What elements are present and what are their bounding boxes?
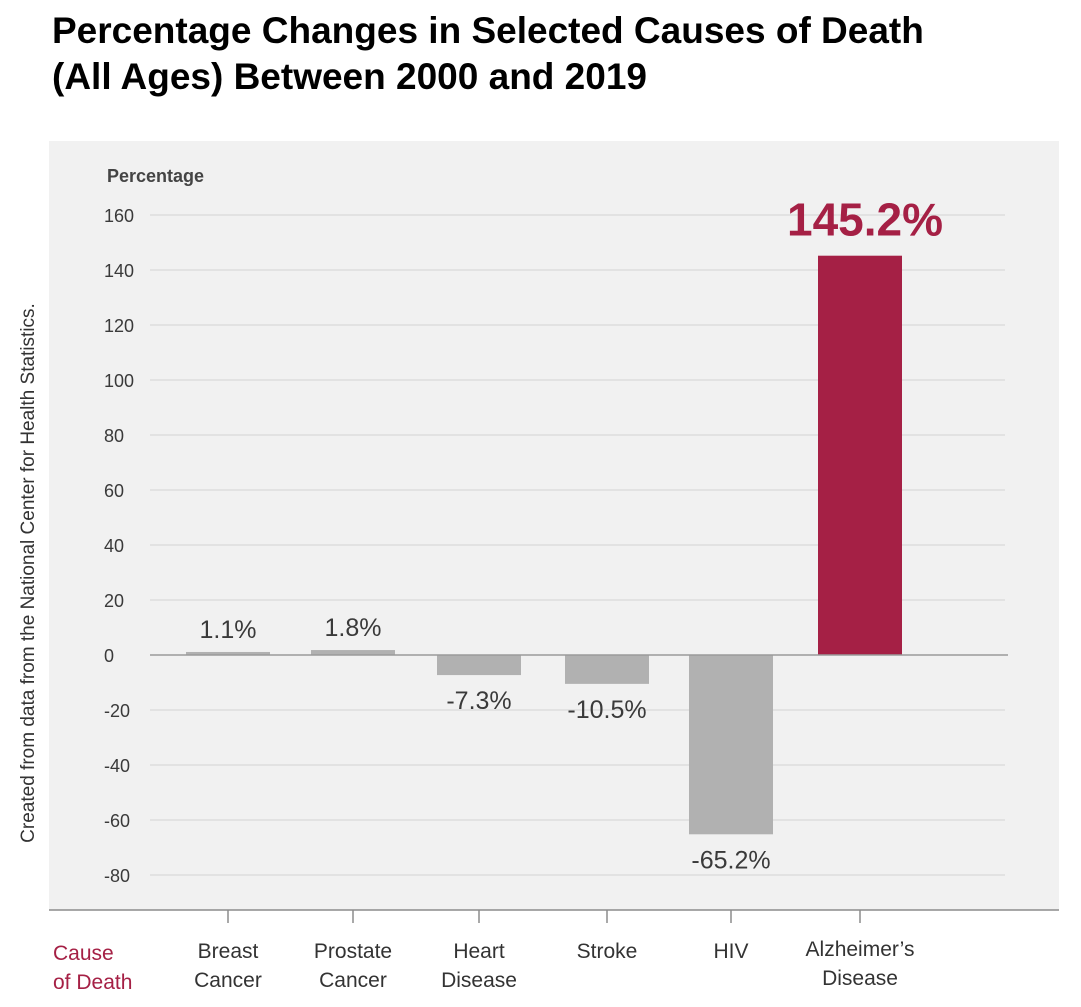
x-tick-label: Cancer	[319, 969, 387, 992]
y-axis-label: Percentage	[107, 166, 204, 186]
y-tick-label: -40	[104, 756, 130, 776]
x-tick-label: Disease	[822, 967, 898, 990]
bar	[186, 651, 270, 655]
data-label: -65.2%	[691, 846, 770, 874]
data-label: -10.5%	[567, 696, 646, 724]
bar	[818, 255, 902, 655]
source-note: Created from data from the National Cent…	[18, 303, 39, 843]
y-tick-label: 100	[104, 371, 134, 391]
x-tick-label: Breast	[198, 940, 259, 963]
data-label: 145.2%	[787, 194, 943, 246]
x-tick-label: Heart	[453, 940, 505, 963]
y-tick-label: 20	[104, 591, 124, 611]
bar	[311, 650, 395, 655]
x-tick-label: Stroke	[577, 940, 638, 963]
chart-title: Percentage Changes in Selected Causes of…	[52, 8, 1052, 100]
data-label: 1.1%	[200, 616, 257, 644]
bar	[689, 655, 773, 835]
x-axis-label-line-2: of Death	[53, 971, 132, 994]
y-tick-label: 0	[104, 646, 114, 666]
chart-title-line-1: Percentage Changes in Selected Causes of…	[52, 10, 924, 51]
y-tick-label: 80	[104, 426, 124, 446]
plot-background	[49, 141, 1059, 910]
x-tick-label: Prostate	[314, 940, 392, 963]
y-tick-label: 40	[104, 536, 124, 556]
chart-title-line-2: (All Ages) Between 2000 and 2019	[52, 56, 647, 97]
y-tick-label: 160	[104, 206, 134, 226]
x-tick-label: Alzheimer’s	[806, 938, 915, 961]
x-tick-label: Disease	[441, 969, 517, 992]
bar	[437, 655, 521, 676]
data-label: 1.8%	[325, 614, 382, 642]
y-tick-label: -80	[104, 866, 130, 886]
bar	[565, 655, 649, 684]
y-tick-label: -60	[104, 811, 130, 831]
data-label: -7.3%	[446, 687, 511, 715]
y-tick-label: -20	[104, 701, 130, 721]
y-tick-label: 120	[104, 316, 134, 336]
x-axis-label-line-1: Cause	[53, 942, 114, 965]
x-tick-label: HIV	[713, 940, 748, 963]
y-tick-label: 140	[104, 261, 134, 281]
y-tick-label: 60	[104, 481, 124, 501]
x-tick-label: Cancer	[194, 969, 262, 992]
